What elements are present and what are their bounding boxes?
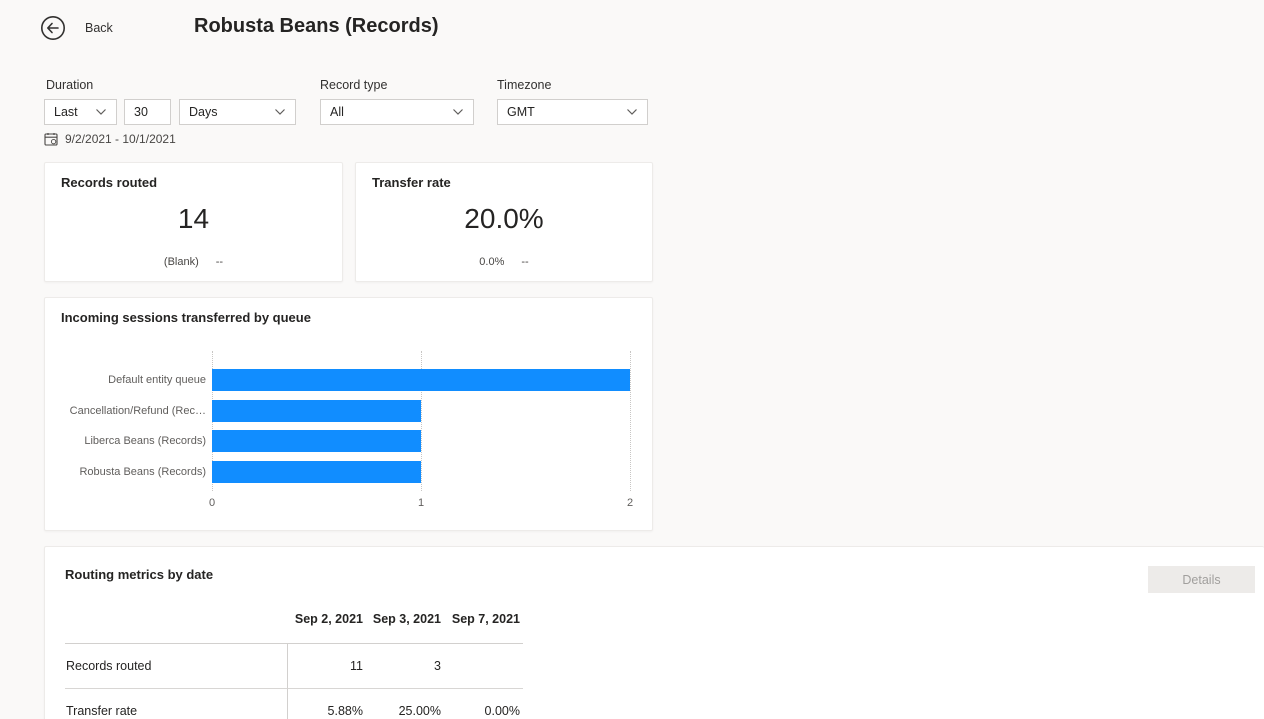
table-cell: 5.88% (288, 689, 366, 719)
chart-x-axis: 0 1 2 (208, 497, 634, 511)
table-cell (444, 644, 523, 689)
chart-bar[interactable] (212, 399, 421, 422)
x-tick: 0 (208, 497, 216, 509)
chart-category-label: Cancellation/Refund (Rec… (69, 404, 206, 417)
chart-bar[interactable] (212, 369, 630, 392)
kpi-sub-right: -- (215, 256, 224, 268)
routing-metrics-table: Sep 2, 2021 Sep 3, 2021 Sep 7, 2021 Reco… (65, 603, 523, 719)
card-title: Transfer rate (372, 175, 451, 190)
chart-category-label: Robusta Beans (Records) (79, 465, 206, 478)
table-title: Routing metrics by date (65, 567, 214, 582)
details-button[interactable]: Details (1148, 566, 1255, 593)
chart-row: Cancellation/Refund (Rec… (45, 396, 630, 427)
duration-count-input[interactable] (134, 100, 161, 124)
record-type-label: Record type (320, 78, 388, 92)
table-cell: 0.00% (444, 689, 523, 719)
duration-mode-dropdown[interactable]: Last (44, 99, 117, 125)
kpi-sub-left: (Blank) (163, 256, 199, 268)
duration-mode-value: Last (54, 105, 78, 119)
table-cell: 3 (366, 644, 444, 689)
table-column-header: Sep 2, 2021 (288, 603, 366, 644)
duration-label: Duration (46, 78, 94, 92)
records-routed-card: Records routed 14 (Blank) -- (44, 162, 343, 282)
chart-row: Liberca Beans (Records) (45, 426, 630, 457)
chart-bar[interactable] (212, 430, 421, 453)
back-arrow-icon (40, 15, 66, 41)
chart-bar[interactable] (212, 460, 421, 483)
timezone-dropdown[interactable]: GMT (497, 99, 648, 125)
chevron-down-icon (274, 108, 286, 116)
routing-metrics-card: Routing metrics by date Details Sep 2, 2… (44, 546, 1264, 719)
chevron-down-icon (95, 108, 107, 116)
kpi-value: 14 (177, 203, 210, 234)
chart-category-label: Liberca Beans (Records) (84, 435, 206, 448)
chevron-down-icon (626, 108, 638, 116)
kpi-sub-left: 0.0% (479, 256, 505, 268)
kpi-sub-right: -- (521, 256, 529, 268)
record-type-value: All (330, 105, 344, 119)
kpi-value: 20.0% (464, 203, 544, 234)
sessions-by-queue-chart-card: Incoming sessions transferred by queue D… (44, 297, 653, 531)
table-row-label: Records routed (65, 644, 288, 689)
duration-unit-dropdown[interactable]: Days (179, 99, 296, 125)
table-row-label: Transfer rate (65, 689, 288, 719)
table-cell: 11 (288, 644, 366, 689)
date-range: 9/2/2021 - 10/1/2021 (44, 132, 176, 146)
duration-count-field[interactable] (124, 99, 171, 125)
chevron-down-icon (452, 108, 464, 116)
chart-row: Default entity queue (45, 365, 630, 396)
page-title: Robusta Beans (Records) (194, 15, 439, 37)
x-tick: 2 (626, 497, 634, 509)
record-type-dropdown[interactable]: All (320, 99, 474, 125)
chart-title: Incoming sessions transferred by queue (61, 310, 311, 325)
table-cell: 25.00% (366, 689, 444, 719)
chart-category-label: Default entity queue (108, 374, 206, 387)
transfer-rate-card: Transfer rate 20.0% 0.0% -- (355, 162, 653, 282)
x-tick: 1 (417, 497, 425, 509)
back-button[interactable]: Back (40, 15, 113, 41)
card-title: Records routed (61, 175, 158, 190)
timezone-label: Timezone (497, 78, 552, 92)
table-column-header: Sep 3, 2021 (366, 603, 444, 644)
date-range-text: 9/2/2021 - 10/1/2021 (65, 132, 176, 146)
table-corner-cell (65, 603, 288, 644)
table-column-header: Sep 7, 2021 (444, 603, 523, 644)
calendar-icon (44, 132, 58, 146)
chart-row: Robusta Beans (Records) (45, 457, 630, 488)
duration-unit-value: Days (189, 105, 218, 119)
timezone-value: GMT (507, 105, 535, 119)
back-label: Back (85, 21, 113, 35)
